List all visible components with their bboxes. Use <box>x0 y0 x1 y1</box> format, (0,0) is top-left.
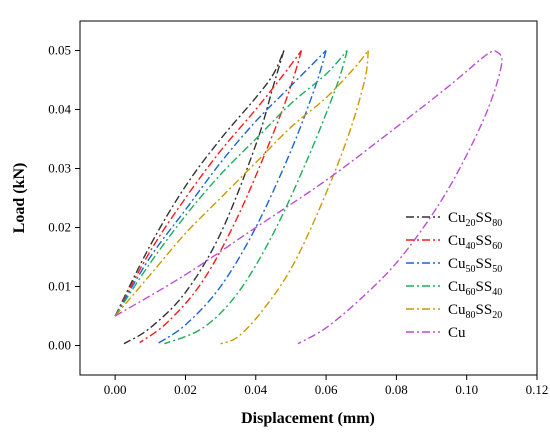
y-tick-label: 0.01 <box>48 279 71 294</box>
x-tick-label: 0.00 <box>104 382 127 397</box>
legend-label: Cu40SS60 <box>448 233 502 252</box>
series-3-unloading-line <box>164 50 348 345</box>
y-axis-title: Load (kN) <box>11 163 28 234</box>
legend-label: Cu50SS50 <box>448 256 502 275</box>
x-tick-label: 0.08 <box>385 382 408 397</box>
x-tick-label: 0.02 <box>174 382 197 397</box>
series-1-loading-line <box>114 50 303 317</box>
y-tick-label: 0.02 <box>48 220 71 235</box>
series-3-loading-line <box>114 50 348 317</box>
x-tick-label: 0.12 <box>526 382 549 397</box>
x-tick-label: 0.10 <box>455 382 478 397</box>
series-5-unloading-line <box>297 50 503 345</box>
y-tick-label: 0.03 <box>48 161 71 176</box>
legend: Cu20SS80 Cu40SS60 Cu50SS50 Cu60SS40 Cu80SS20… <box>406 210 502 341</box>
legend-label: Cu20SS80 <box>448 210 502 229</box>
series-0-unloading-line <box>123 50 285 345</box>
x-axis-title: Displacement (mm) <box>241 410 375 427</box>
legend-label: Cu <box>448 325 466 341</box>
legend-label: Cu60SS40 <box>448 279 502 298</box>
curves-group <box>114 49 503 345</box>
y-axis: 0.00 0.01 0.02 0.03 0.04 0.05 <box>48 43 80 353</box>
series-4-unloading-line <box>220 50 369 345</box>
plot-frame <box>79 20 538 376</box>
series-4-loading-line <box>114 50 369 317</box>
x-axis: 0.00 0.02 0.04 0.06 0.08 0.10 0.12 <box>104 375 549 397</box>
series-1-unloading-line <box>139 50 303 344</box>
y-tick-label: 0.04 <box>48 102 71 117</box>
series-0-loading-line <box>114 50 285 317</box>
x-tick-label: 0.04 <box>244 382 267 397</box>
series-2-unloading-line <box>156 50 327 345</box>
x-tick-label: 0.06 <box>315 382 338 397</box>
y-tick-label: 0.05 <box>48 43 71 58</box>
series-2-loading-line <box>114 50 327 317</box>
legend-label: Cu80SS20 <box>448 302 502 321</box>
series-5-loading-line <box>114 49 496 317</box>
y-tick-label: 0.00 <box>48 338 71 353</box>
